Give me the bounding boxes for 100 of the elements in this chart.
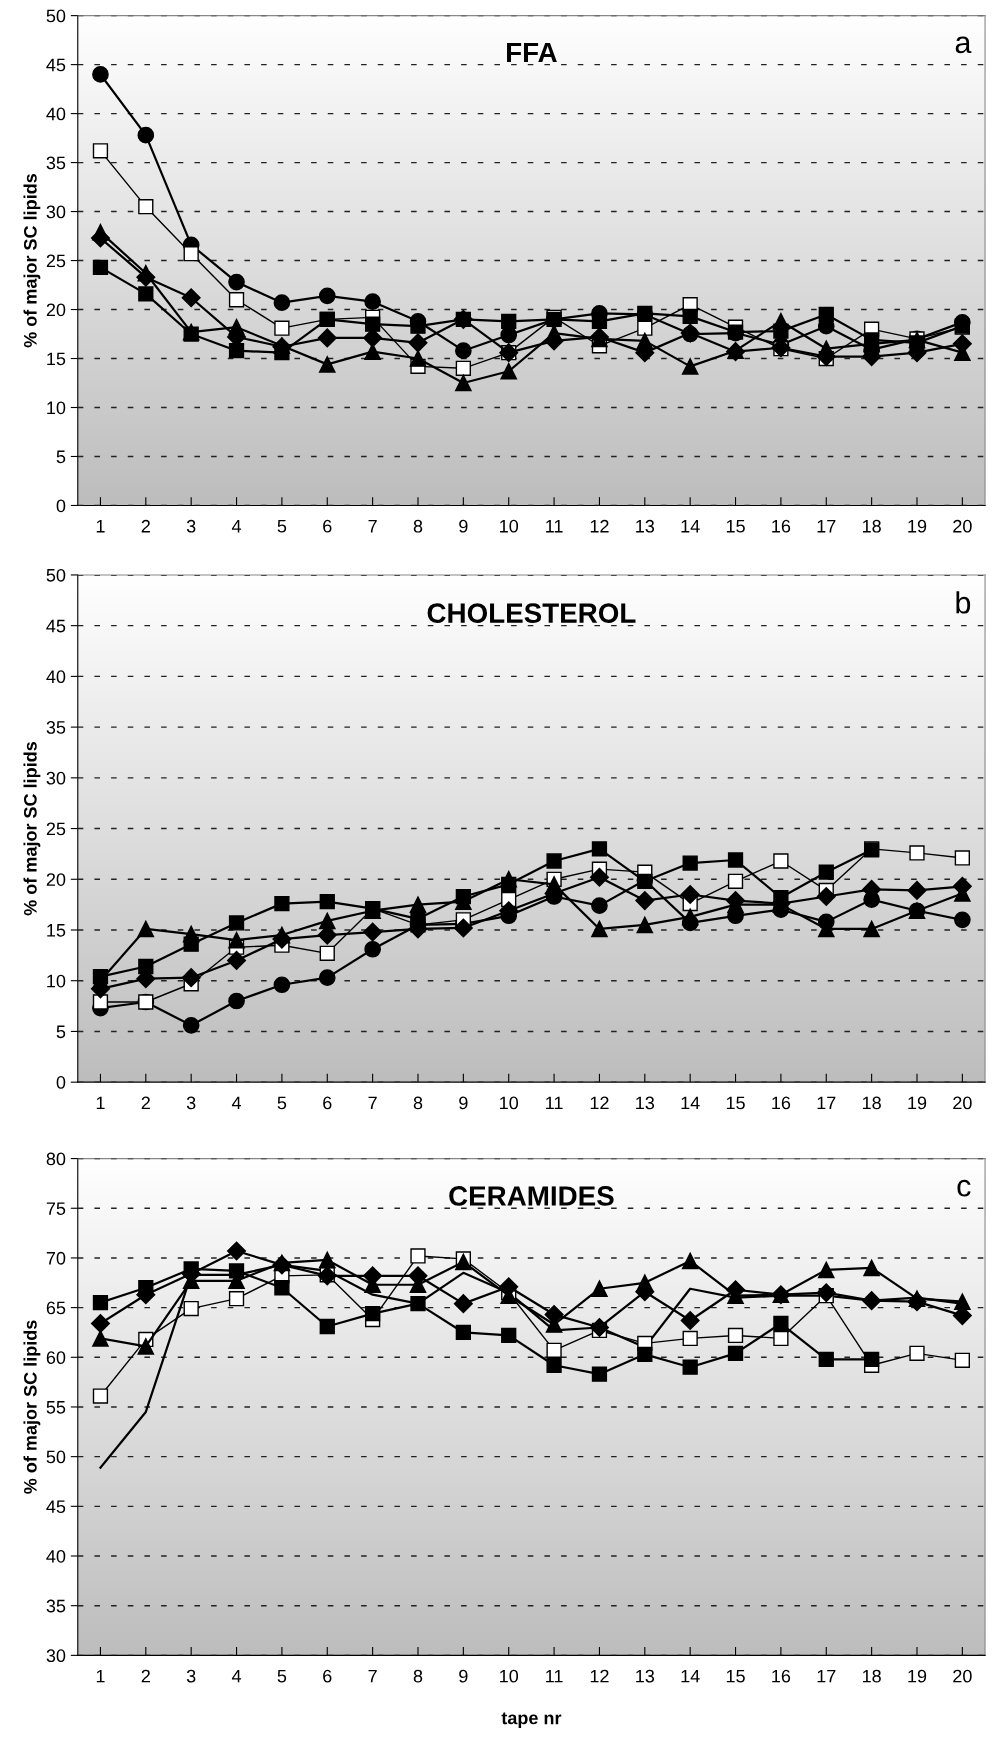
- y-axis-title: % of major SC lipids: [23, 742, 41, 916]
- x-tick-label: 20: [953, 519, 972, 533]
- x-tick-label: 14: [681, 1096, 700, 1110]
- y-tick-label: 30: [46, 1649, 66, 1663]
- y-tick-label: 10: [47, 974, 66, 988]
- x-tick-label: 13: [636, 1096, 655, 1110]
- text: CHOLESTEROL: [427, 603, 636, 623]
- x-tick-label: 13: [636, 1669, 655, 1683]
- x-tick-label: 3: [186, 519, 196, 533]
- annotation: b: [956, 591, 971, 614]
- x-tick-label: 8: [413, 519, 423, 533]
- x-tick-label: 14: [681, 1669, 700, 1683]
- x-tick-label: 15: [726, 1096, 745, 1110]
- x-tick-label: 5: [277, 1669, 287, 1683]
- x-tick-label: 11: [546, 520, 563, 533]
- x-tick-label: 16: [772, 1669, 791, 1683]
- x-tick-label: 4: [231, 520, 242, 533]
- x-tick-label: 1: [96, 1096, 105, 1110]
- y-tick-label: 50: [46, 9, 66, 23]
- y-tick-label: 35: [46, 156, 66, 170]
- x-tick-label: 8: [413, 1096, 423, 1110]
- y-axis-title: % of major SC lipids: [23, 1320, 41, 1494]
- x-tick-label: 16: [772, 519, 791, 533]
- x-tick-label: 15: [726, 1669, 745, 1683]
- annotation: c: [957, 1179, 971, 1197]
- y-tick-label: 15: [47, 924, 66, 937]
- x-tick-label: 20: [953, 1096, 972, 1110]
- y-tick-label: 75: [46, 1202, 66, 1215]
- x-tick-label: 18: [862, 1669, 881, 1683]
- x-tick-label: 4: [231, 1096, 242, 1110]
- y-tick-label: 45: [46, 58, 66, 72]
- y-tick-label: 55: [46, 1401, 66, 1414]
- x-tick-label: 17: [817, 1669, 836, 1683]
- y-tick-label: 35: [46, 721, 66, 734]
- annotation: a: [955, 36, 972, 54]
- y-tick-label: 15: [47, 352, 66, 366]
- x-tick-label: 9: [459, 1669, 468, 1683]
- y-axis-title: % of major SC lipids: [23, 174, 41, 348]
- x-tick-label: 10: [500, 1669, 519, 1683]
- x-tick-label: 1: [96, 1669, 105, 1683]
- x-tick-label: 9: [459, 1096, 468, 1110]
- y-tick-label: 80: [46, 1152, 66, 1166]
- x-tick-label: 18: [862, 519, 881, 533]
- x-tick-label: 6: [323, 1669, 332, 1683]
- x-tick-label: 7: [368, 1669, 377, 1683]
- y-tick-label: 40: [46, 107, 66, 121]
- x-tick-label: 14: [681, 520, 700, 533]
- x-tick-label: 3: [186, 1669, 196, 1683]
- x-tick-label: 1: [96, 520, 105, 533]
- y-tick-label: 25: [46, 822, 66, 836]
- x-tick-label: 3: [186, 1096, 196, 1110]
- y-tick-label: 70: [46, 1251, 66, 1265]
- x-tick-label: 9: [459, 519, 468, 533]
- x-tick-label: 11: [546, 1096, 563, 1110]
- y-tick-label: 40: [46, 670, 66, 684]
- x-tick-label: 15: [726, 520, 745, 533]
- x-tick-label: 7: [368, 520, 377, 533]
- y-tick-label: 0: [56, 1076, 66, 1089]
- y-tick-label: 0: [56, 499, 66, 513]
- y-tick-label: 30: [46, 771, 66, 785]
- x-tick-label: 6: [323, 1096, 332, 1110]
- y-tick-label: 10: [47, 401, 66, 415]
- y-tick-label: 20: [46, 303, 66, 317]
- y-tick-label: 5: [56, 450, 66, 464]
- x-axis-title: tape nr: [501, 1712, 562, 1728]
- x-tick-label: 10: [500, 1096, 519, 1110]
- y-tick-label: 25: [46, 254, 66, 268]
- x-tick-label: 19: [908, 1669, 927, 1683]
- x-tick-label: 5: [277, 520, 287, 533]
- y-tick-label: 5: [56, 1025, 66, 1039]
- y-tick-label: 45: [46, 1500, 66, 1514]
- x-tick-label: 17: [817, 1096, 836, 1110]
- y-tick-label: 35: [46, 1599, 66, 1613]
- text: FFA: [507, 42, 557, 62]
- x-tick-label: 19: [908, 519, 927, 533]
- x-tick-label: 13: [636, 519, 655, 533]
- x-tick-label: 16: [772, 1096, 791, 1110]
- x-tick-label: 7: [368, 1096, 377, 1110]
- x-tick-label: 6: [323, 519, 332, 533]
- y-tick-label: 30: [46, 205, 66, 219]
- x-tick-label: 12: [590, 519, 609, 533]
- x-tick-label: 12: [590, 1669, 609, 1683]
- y-tick-label: 65: [46, 1301, 66, 1315]
- x-tick-label: 20: [953, 1669, 972, 1683]
- x-tick-label: 2: [141, 1669, 150, 1683]
- text: CERAMIDES: [449, 1186, 614, 1206]
- x-tick-label: 10: [500, 519, 519, 533]
- y-tick-label: 50: [46, 568, 66, 582]
- x-tick-label: 2: [141, 1096, 150, 1110]
- y-tick-label: 50: [46, 1450, 66, 1464]
- x-tick-label: 5: [277, 1096, 287, 1110]
- x-tick-label: 2: [141, 519, 150, 533]
- x-tick-label: 4: [231, 1669, 242, 1683]
- x-tick-label: 18: [862, 1096, 881, 1110]
- x-tick-label: 8: [413, 1669, 423, 1683]
- y-tick-label: 20: [46, 873, 66, 886]
- x-tick-label: 12: [590, 1096, 609, 1110]
- x-tick-label: 17: [817, 520, 836, 533]
- y-tick-label: 60: [46, 1351, 66, 1365]
- y-tick-label: 40: [46, 1549, 66, 1563]
